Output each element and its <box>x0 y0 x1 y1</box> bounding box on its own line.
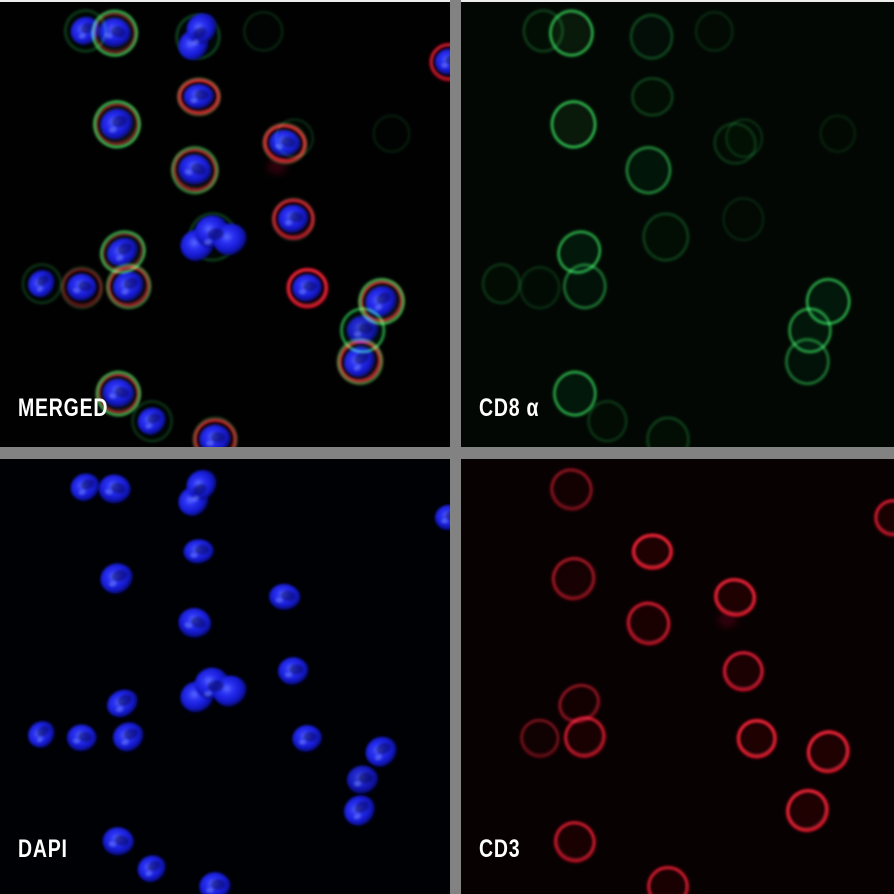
panel-label-merged: MERGED <box>18 394 109 422</box>
merged-image <box>0 2 450 447</box>
horizontal-divider <box>0 447 894 459</box>
panel-cd8-alpha: CD8 α <box>461 2 894 447</box>
panel-label-cd8-alpha: CD8 α <box>479 394 540 422</box>
cd3-image <box>461 459 894 894</box>
panel-dapi: DAPI <box>0 459 450 894</box>
dapi-image <box>0 459 450 894</box>
panel-merged: MERGED <box>0 2 450 447</box>
panel-label-dapi: DAPI <box>18 835 68 863</box>
top-edge-strip <box>0 0 894 2</box>
panel-cd3: CD3 <box>461 459 894 894</box>
cd8-alpha-image <box>461 2 894 447</box>
panel-label-cd3: CD3 <box>479 835 521 863</box>
